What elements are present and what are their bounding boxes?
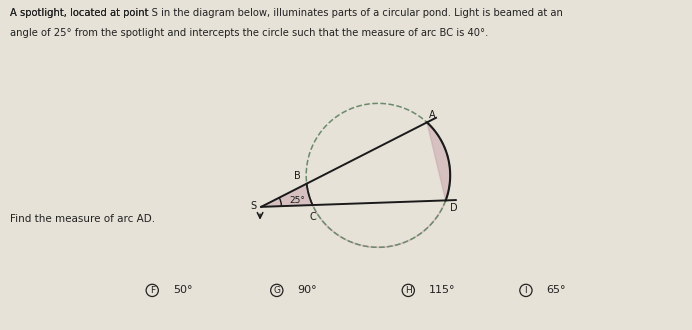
Text: F: F <box>149 286 155 295</box>
Text: I: I <box>525 286 527 295</box>
Text: 90°: 90° <box>298 285 317 295</box>
Text: A spotlight, located at point S in the diagram below, illuminates parts of a cir: A spotlight, located at point S in the d… <box>10 8 563 18</box>
Text: B: B <box>294 171 301 182</box>
Text: 65°: 65° <box>547 285 566 295</box>
Text: A spotlight, located at point: A spotlight, located at point <box>10 8 152 18</box>
Text: D: D <box>450 203 458 213</box>
Text: 25°: 25° <box>289 196 305 205</box>
Text: 115°: 115° <box>429 285 455 295</box>
Text: angle of 25° from the spotlight and intercepts the circle such that the measure : angle of 25° from the spotlight and inte… <box>10 28 489 38</box>
Text: H: H <box>405 286 412 295</box>
Text: 50°: 50° <box>173 285 192 295</box>
Text: S: S <box>251 201 257 211</box>
Text: G: G <box>273 286 280 295</box>
Polygon shape <box>261 122 450 248</box>
Text: C: C <box>309 212 316 222</box>
Text: A: A <box>429 110 436 120</box>
Text: Find the measure of arc AD.: Find the measure of arc AD. <box>10 214 156 224</box>
